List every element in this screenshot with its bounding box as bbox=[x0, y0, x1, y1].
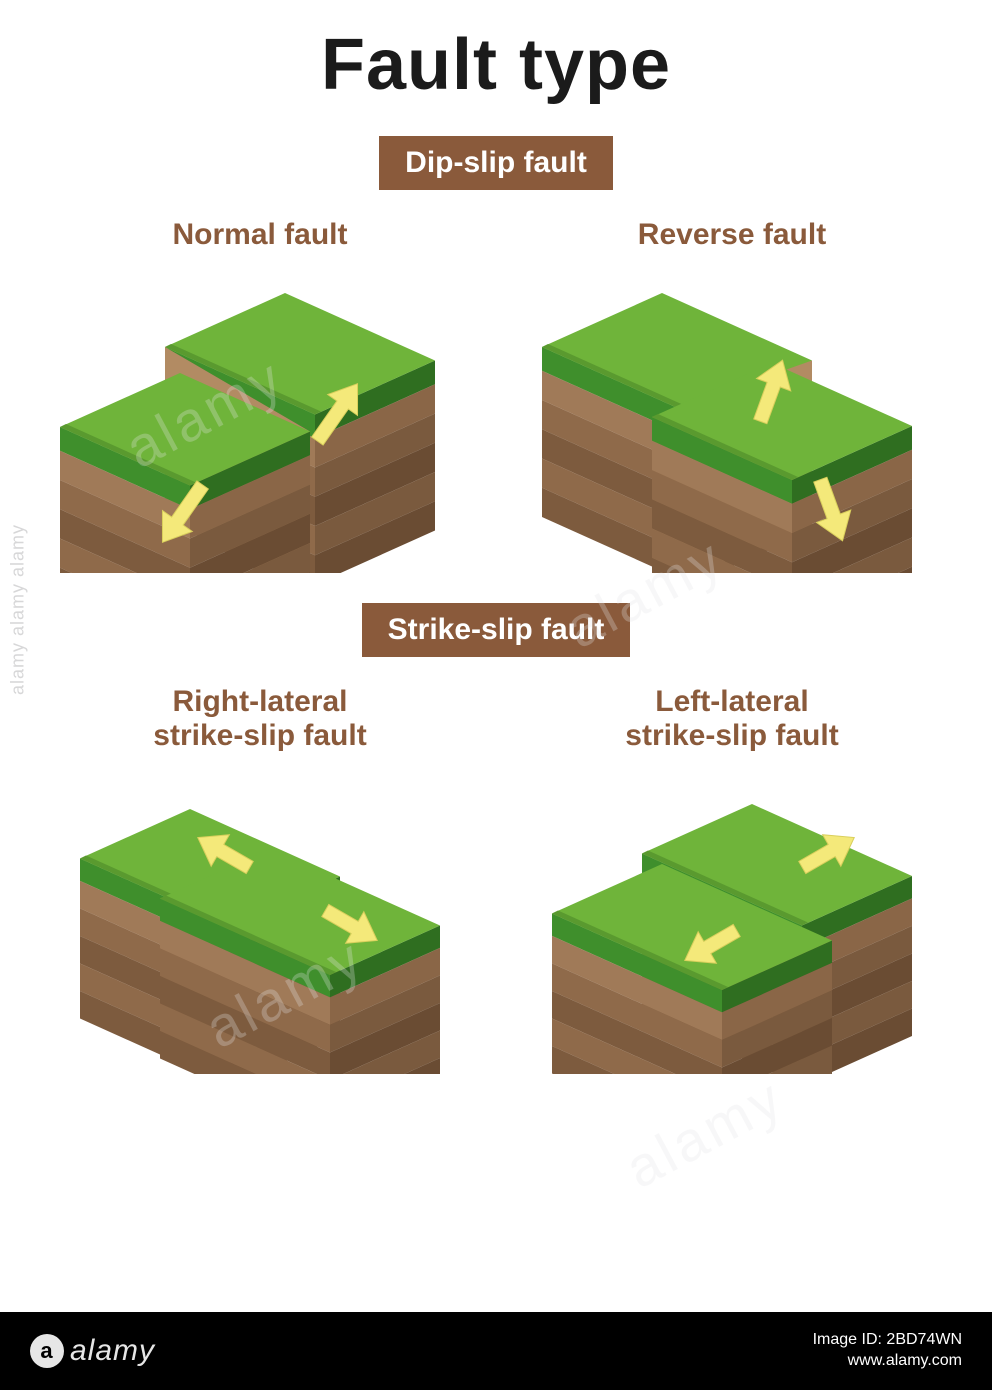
cell-normal-fault: Normal fault bbox=[40, 218, 480, 573]
svg-reverse-fault bbox=[512, 253, 952, 573]
label-reverse-fault: Reverse fault bbox=[638, 218, 826, 253]
diagram-normal-fault bbox=[40, 253, 480, 573]
cell-right-lateral: Right-lateral strike-slip fault bbox=[40, 685, 480, 1074]
label-left-lateral: Left-lateral strike-slip fault bbox=[625, 685, 838, 754]
diagram-left-lateral bbox=[512, 754, 952, 1074]
footer-meta: Image ID: 2BD74WN www.alamy.com bbox=[813, 1330, 962, 1372]
label-right-lateral: Right-lateral strike-slip fault bbox=[153, 685, 366, 754]
svg-right-lateral bbox=[40, 754, 480, 1074]
cell-left-lateral: Left-lateral strike-slip fault bbox=[512, 685, 952, 1074]
diagram-reverse-fault bbox=[512, 253, 952, 573]
footer-bar: a alamy Image ID: 2BD74WN www.alamy.com bbox=[0, 1312, 992, 1390]
footer-url: www.alamy.com bbox=[813, 1351, 962, 1372]
svg-normal-fault bbox=[40, 253, 480, 573]
watermark-side: alamy alamy alamy bbox=[8, 524, 29, 695]
diagram-right-lateral bbox=[40, 754, 480, 1074]
section-dip-slip: Dip-slip fault Normal fault Reverse faul… bbox=[0, 136, 992, 573]
footer-id: Image ID: 2BD74WN bbox=[813, 1330, 962, 1351]
section-strike-slip: Strike-slip fault Right-lateral strike-s… bbox=[0, 603, 992, 1074]
category-badge-strike-slip: Strike-slip fault bbox=[362, 603, 631, 657]
category-badge-dip-slip: Dip-slip fault bbox=[379, 136, 613, 190]
watermark-diag-4: alamy bbox=[615, 1064, 795, 1201]
label-normal-fault: Normal fault bbox=[172, 218, 347, 253]
cell-reverse-fault: Reverse fault bbox=[512, 218, 952, 573]
footer-brand: a alamy bbox=[30, 1334, 155, 1368]
footer-brand-text: alamy bbox=[70, 1334, 155, 1368]
svg-left-lateral bbox=[512, 754, 952, 1074]
page-title: Fault type bbox=[0, 0, 992, 106]
brand-mark-icon: a bbox=[30, 1334, 64, 1368]
